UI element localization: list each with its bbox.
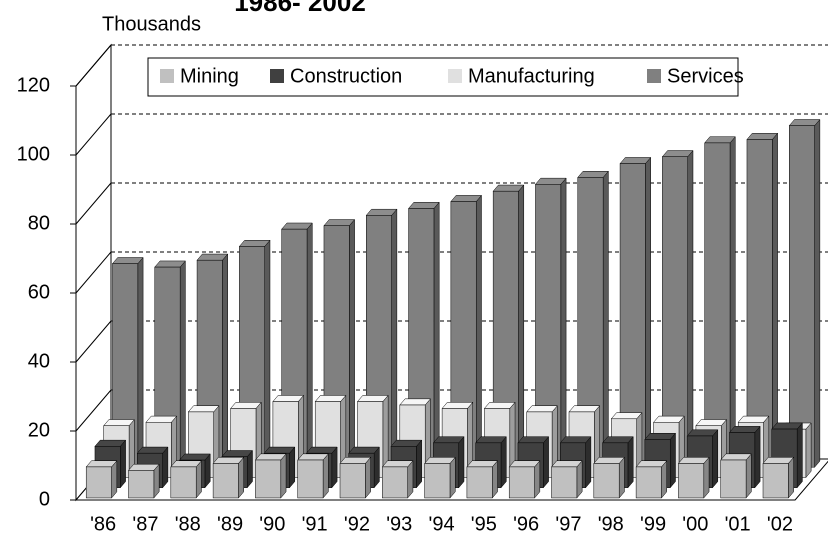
- legend-label: Mining: [180, 65, 239, 87]
- legend-label: Services: [667, 65, 744, 87]
- bar: [762, 456, 795, 499]
- x-tick-label: '93: [386, 513, 412, 535]
- bar: [746, 132, 779, 468]
- y-tick-label: 40: [28, 350, 50, 372]
- bar: [127, 463, 160, 499]
- y-tick-label: 120: [17, 74, 50, 96]
- x-tick-label: '86: [90, 513, 116, 535]
- grid-line: [75, 251, 112, 294]
- bar: [466, 460, 499, 499]
- x-tick-label: '92: [344, 513, 370, 535]
- y-tick-label: 100: [17, 143, 50, 165]
- x-tick-label: '95: [471, 513, 497, 535]
- legend: [147, 57, 739, 97]
- x-tick-label: '98: [598, 513, 624, 535]
- x-tick-label: '99: [640, 513, 666, 535]
- y-tick-label: 0: [39, 488, 50, 510]
- x-tick-label: '88: [175, 513, 201, 535]
- bar: [381, 460, 414, 499]
- x-tick-label: '87: [132, 513, 158, 535]
- x-tick-label: '96: [513, 513, 539, 535]
- bar: [661, 149, 694, 468]
- y-axis-label: Thousands: [102, 13, 201, 35]
- bar: [212, 456, 245, 499]
- x-tick-label: '97: [555, 513, 581, 535]
- x-tick-label: '00: [682, 513, 708, 535]
- grid-line: [75, 113, 112, 156]
- x-tick-label: '91: [302, 513, 328, 535]
- legend-label: Manufacturing: [468, 65, 595, 87]
- x-tick-label: '90: [259, 513, 285, 535]
- bar: [339, 456, 372, 499]
- legend-swatch: [270, 69, 284, 83]
- grid-line: [75, 320, 112, 363]
- x-tick-label: '02: [767, 513, 793, 535]
- legend-swatch: [160, 69, 174, 83]
- x-tick-label: '01: [725, 513, 751, 535]
- bar: [593, 456, 625, 499]
- bar: [508, 460, 541, 499]
- bar: [297, 453, 329, 499]
- legend-swatch: [448, 69, 462, 83]
- bar: [635, 460, 668, 499]
- chart-title: 1986- 2002: [234, 0, 366, 17]
- x-tick-label: '94: [429, 513, 455, 535]
- bar: [254, 453, 287, 499]
- x-tick-label: '89: [217, 513, 243, 535]
- grid-line: [75, 182, 112, 225]
- grid-line: [75, 44, 112, 87]
- bar: [170, 460, 202, 499]
- bar: [720, 453, 752, 499]
- y-tick-label: 20: [28, 419, 50, 441]
- y-tick-label: 80: [28, 212, 50, 234]
- y-tick-label: 60: [28, 281, 50, 303]
- bar: [424, 456, 456, 499]
- legend-swatch: [647, 69, 661, 83]
- bar: [788, 118, 821, 468]
- grid-line: [75, 389, 112, 432]
- bar: [704, 136, 736, 468]
- bar: [85, 460, 118, 499]
- legend-label: Construction: [290, 65, 402, 87]
- bar: [550, 460, 583, 499]
- bar: [677, 456, 710, 499]
